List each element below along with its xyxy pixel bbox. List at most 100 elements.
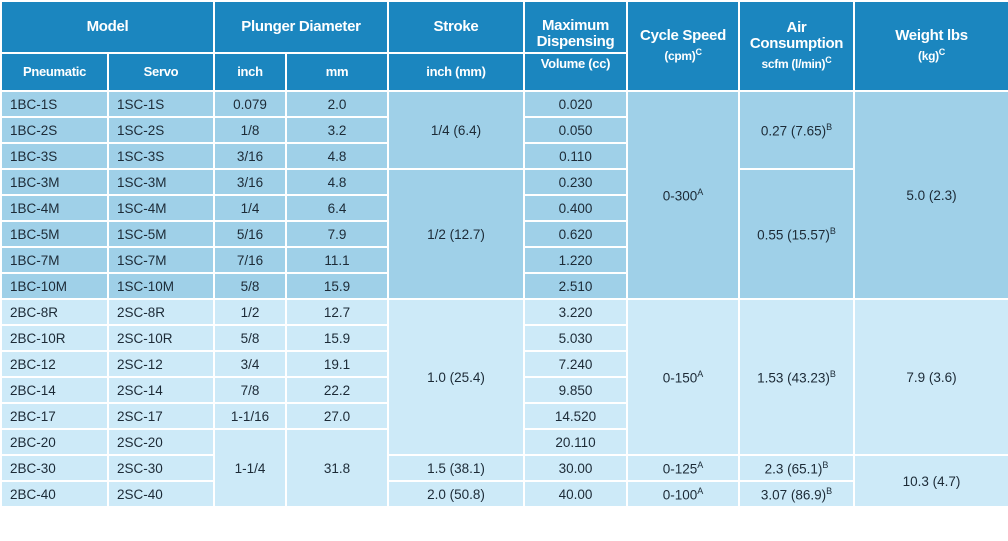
- table-cell: 3.2: [285, 116, 389, 144]
- table-cell: 1BC-2S: [0, 116, 109, 144]
- table-cell: 1/8: [213, 116, 287, 144]
- cell-text: 0.55 (15.57): [757, 227, 830, 243]
- table-cell: 31.8: [285, 428, 389, 508]
- table-row: 1BC-5M 1SC-5M 5/16 7.9 0.620: [0, 220, 1008, 248]
- table-cell: 2BC-8R: [0, 298, 109, 326]
- header-unit: scfm (l/min): [761, 57, 826, 71]
- table-cell: 0.400: [523, 194, 628, 222]
- table-cell: 2SC-12: [107, 350, 215, 378]
- table-row: 1BC-3M 1SC-3M 3/16 4.8 1/2 (12.7) 0.230 0.55 (…: [0, 168, 1008, 300]
- table-cell: 7.9: [285, 220, 389, 248]
- table-cell: 1-1/4: [213, 428, 287, 508]
- table-cell: 2SC-30: [107, 454, 215, 482]
- subheader-cell: mm: [285, 52, 389, 92]
- table-cell: 5/16: [213, 220, 287, 248]
- table-cell: 0-125A: [626, 454, 740, 482]
- table-row: 2BC-20 2SC-20 1-1/4 31.8 20.110: [0, 428, 1008, 508]
- footnote-mark: C: [938, 47, 946, 57]
- table-cell: 2BC-12: [0, 350, 109, 378]
- table-cell: 20.110: [523, 428, 628, 456]
- table-cell: 30.00: [523, 454, 628, 482]
- table-cell: 2SC-10R: [107, 324, 215, 352]
- table-cell: 0.620: [523, 220, 628, 248]
- table-cell: 2.510: [523, 272, 628, 300]
- table-cell: 0-150A: [626, 298, 740, 456]
- header-row: Model Plunger Diameter Stroke Maximum Di…: [0, 0, 1008, 92]
- table-cell: 0.079: [213, 90, 287, 118]
- table-cell: 2BC-10R: [0, 324, 109, 352]
- table-cell: 7.240: [523, 350, 628, 378]
- cell-text: 0-300: [662, 188, 698, 204]
- footnote-mark: B: [826, 121, 833, 132]
- table-cell: 5/8: [213, 272, 287, 300]
- table-cell: 5.030: [523, 324, 628, 352]
- table-cell: 1SC-7M: [107, 246, 215, 274]
- table-cell: 4.8: [285, 142, 389, 170]
- table-cell: 0-100A: [626, 480, 740, 508]
- table-cell: 1-1/16: [213, 402, 287, 430]
- table-cell: 1BC-7M: [0, 246, 109, 274]
- table-cell: 19.1: [285, 350, 389, 378]
- table-cell: 11.1: [285, 246, 389, 274]
- header-cell: Maximum Dispensing: [523, 0, 628, 54]
- table-cell: 1/2: [213, 298, 287, 326]
- header-sub: (cpm)C: [634, 44, 732, 64]
- table-row: 2BC-30 2SC-30 1.5 (38.1) 30.00 0-125A 2.3 (65…: [0, 454, 1008, 508]
- table-cell: 2BC-14: [0, 376, 109, 404]
- footnote-mark: A: [697, 459, 704, 470]
- table-cell: 0.020: [523, 90, 628, 118]
- table-cell: 3/4: [213, 350, 287, 378]
- table-cell: 3.07 (86.9)B: [738, 480, 855, 508]
- cell-text: 0-100: [662, 487, 698, 503]
- cell-text: 0.27 (7.65): [760, 123, 827, 139]
- table-row: 2BC-17 2SC-17 1-1/16 27.0 14.520: [0, 402, 1008, 430]
- header-unit: (kg): [918, 49, 939, 63]
- table-cell: 2SC-40: [107, 480, 215, 508]
- cell-text: 0-150: [662, 370, 698, 386]
- table-row: 1BC-4M 1SC-4M 1/4 6.4 0.400: [0, 194, 1008, 222]
- table-cell: 1BC-3M: [0, 168, 109, 196]
- footnote-mark: B: [829, 368, 836, 379]
- table-cell: 1BC-4M: [0, 194, 109, 222]
- header-cell: Air Consumption scfm (l/min)C: [738, 0, 855, 92]
- subheader-cell: inch: [213, 52, 287, 92]
- table-cell: 3/16: [213, 168, 287, 196]
- table-cell: 40.00: [523, 480, 628, 508]
- table-cell: 1BC-1S: [0, 90, 109, 118]
- header-cell: Weight lbs (kg)C: [853, 0, 1008, 92]
- cell-text: 0-125: [662, 461, 698, 477]
- footnote-mark: A: [697, 368, 704, 379]
- table-cell: 1SC-2S: [107, 116, 215, 144]
- table-cell: 2BC-17: [0, 402, 109, 430]
- table-cell: 1SC-3S: [107, 142, 215, 170]
- table-cell: 2SC-17: [107, 402, 215, 430]
- footnote-mark: B: [829, 225, 836, 236]
- footnote-mark: A: [697, 186, 704, 197]
- subheader-cell: Servo: [107, 52, 215, 92]
- table-cell: 5/8: [213, 324, 287, 352]
- subheader-cell: Pneumatic: [0, 52, 109, 92]
- header-cell: Model: [0, 0, 215, 54]
- table-cell: 2SC-14: [107, 376, 215, 404]
- table-cell: 1.0 (25.4): [387, 298, 525, 456]
- table-cell: 1BC-10M: [0, 272, 109, 300]
- table-cell: 0.050: [523, 116, 628, 144]
- table-row: 2BC-10R 2SC-10R 5/8 15.9 5.030: [0, 324, 1008, 352]
- table-row: 1BC-2S 1SC-2S 1/8 3.2 0.050: [0, 116, 1008, 144]
- table-cell: 5.0 (2.3): [853, 90, 1008, 300]
- table-cell: 22.2: [285, 376, 389, 404]
- table-cell: 1BC-3S: [0, 142, 109, 170]
- footnote-mark: C: [695, 47, 702, 57]
- header-title: Air Consumption: [749, 19, 844, 52]
- table-cell: 3.220: [523, 298, 628, 326]
- table-cell: 27.0: [285, 402, 389, 430]
- subheader-cell: inch (mm): [387, 52, 525, 92]
- table-cell: 1SC-4M: [107, 194, 215, 222]
- table-cell: 15.9: [285, 272, 389, 300]
- header-title: Weight lbs: [895, 27, 968, 44]
- spec-table: Model Plunger Diameter Stroke Maximum Di…: [0, 0, 1008, 508]
- table-cell: 9.850: [523, 376, 628, 404]
- table-row: 1BC-1S 1SC-1S 0.079 2.0 1/4 (6.4) 0.020 0-300A…: [0, 90, 1008, 300]
- table-row: 1BC-10M 1SC-10M 5/8 15.9 2.510: [0, 272, 1008, 300]
